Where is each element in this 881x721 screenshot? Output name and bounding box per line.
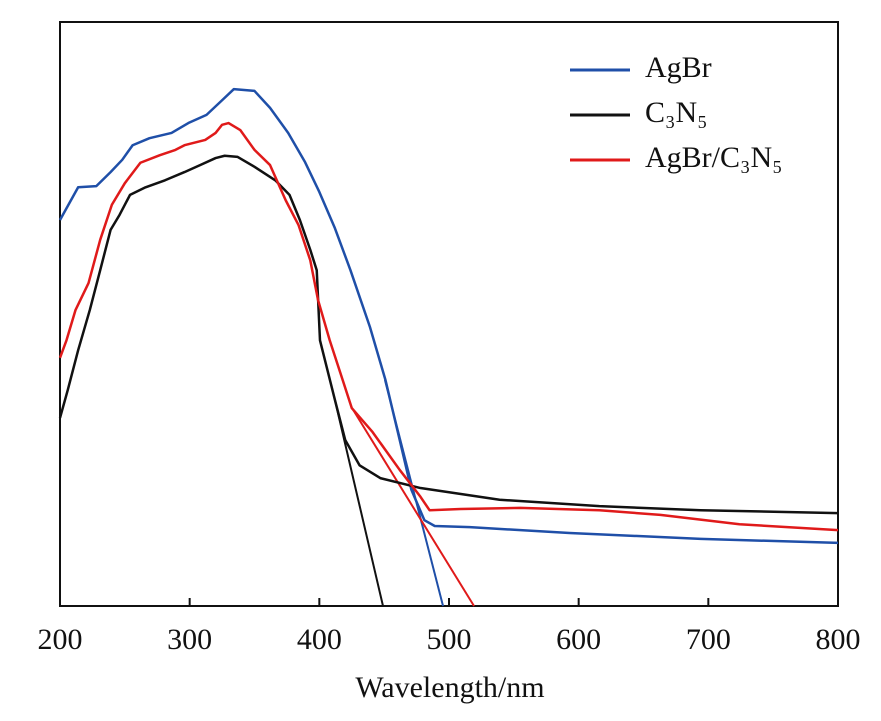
x-tick-label: 800 — [816, 623, 861, 656]
legend-label: AgBr/C₃N₅ — [645, 141, 783, 174]
plot-frame — [59, 21, 839, 607]
x-tick-label: 600 — [556, 623, 601, 656]
legend-label: C₃N₅ — [645, 96, 708, 129]
x-tick-label: 700 — [686, 623, 731, 656]
series-line — [58, 121, 839, 532]
x-tick-label: 500 — [427, 623, 472, 656]
legend-label: AgBr — [645, 51, 712, 84]
series-line — [58, 154, 839, 515]
x-tick-label: 400 — [297, 623, 342, 656]
series-line — [58, 87, 839, 545]
x-tick-label: 200 — [38, 623, 83, 656]
tangent-line — [351, 407, 475, 607]
x-axis-label: Wavelength/nm — [355, 671, 544, 704]
x-tick-label: 300 — [167, 623, 212, 656]
